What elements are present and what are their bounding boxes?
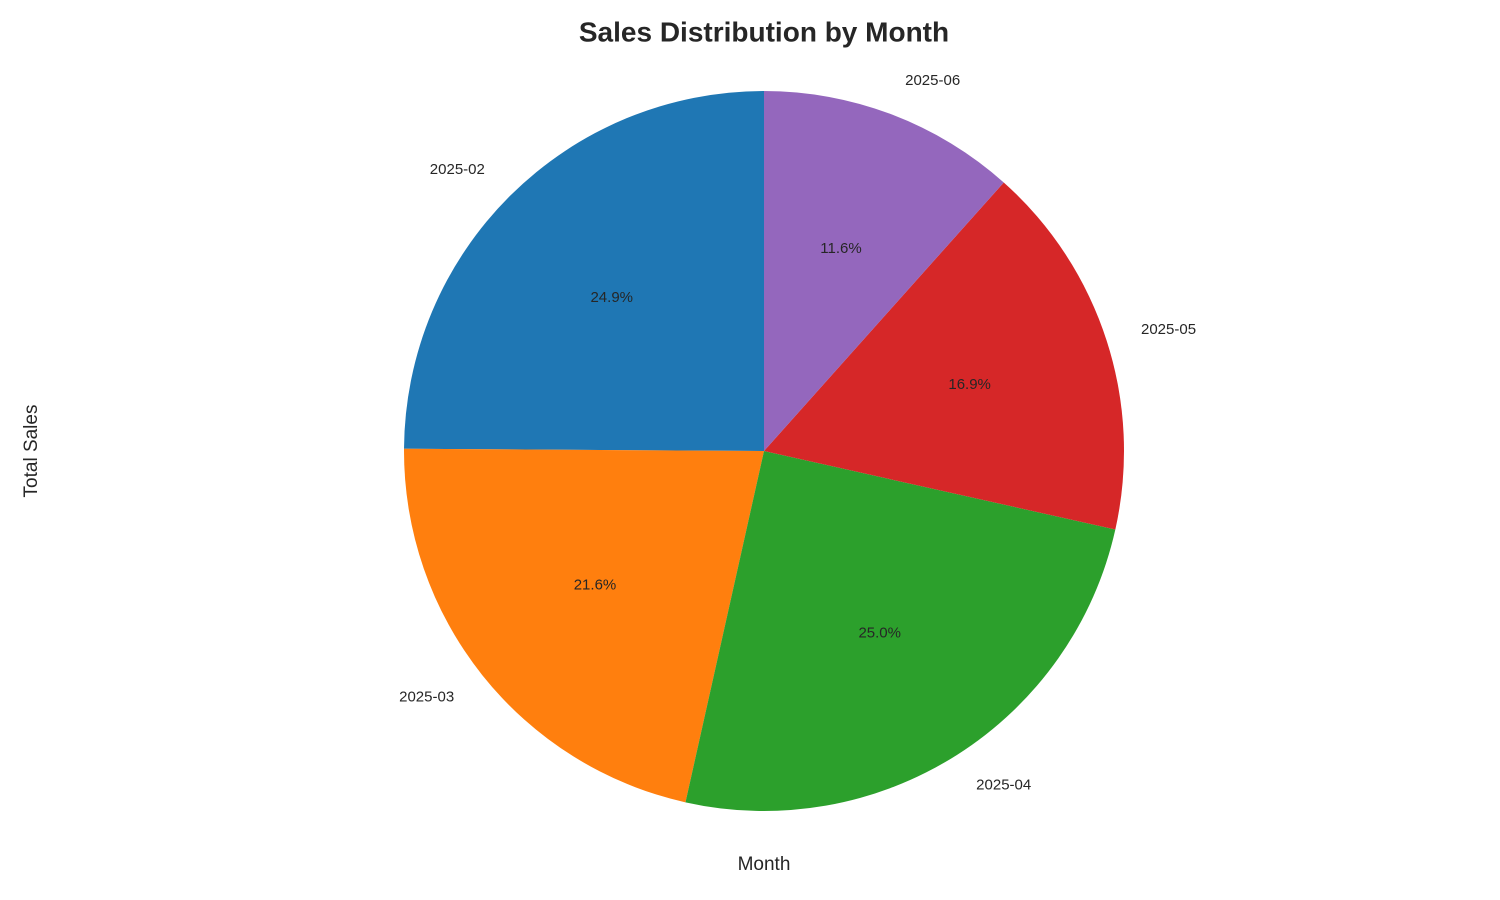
percent-label: 24.9% [590,289,633,306]
pie-slice [685,451,1116,811]
slice-label: 2025-05 [1141,321,1196,338]
slice-label: 2025-02 [430,161,485,178]
x-axis-label: Month [738,854,791,875]
slice-label: 2025-06 [905,72,960,89]
percent-label: 21.6% [574,576,617,593]
chart-title: Sales Distribution by Month [579,16,949,47]
pie-slice [404,91,764,451]
percent-label: 11.6% [820,240,861,257]
y-axis-label: Total Sales [21,405,42,498]
slice-label: 2025-04 [976,776,1031,793]
percent-label: 25.0% [858,624,901,641]
pie-slice [764,91,1004,451]
percent-label: 16.9% [948,376,991,393]
pie-slice [404,448,764,803]
pie-slice [764,182,1125,530]
slice-label: 2025-03 [399,689,454,706]
